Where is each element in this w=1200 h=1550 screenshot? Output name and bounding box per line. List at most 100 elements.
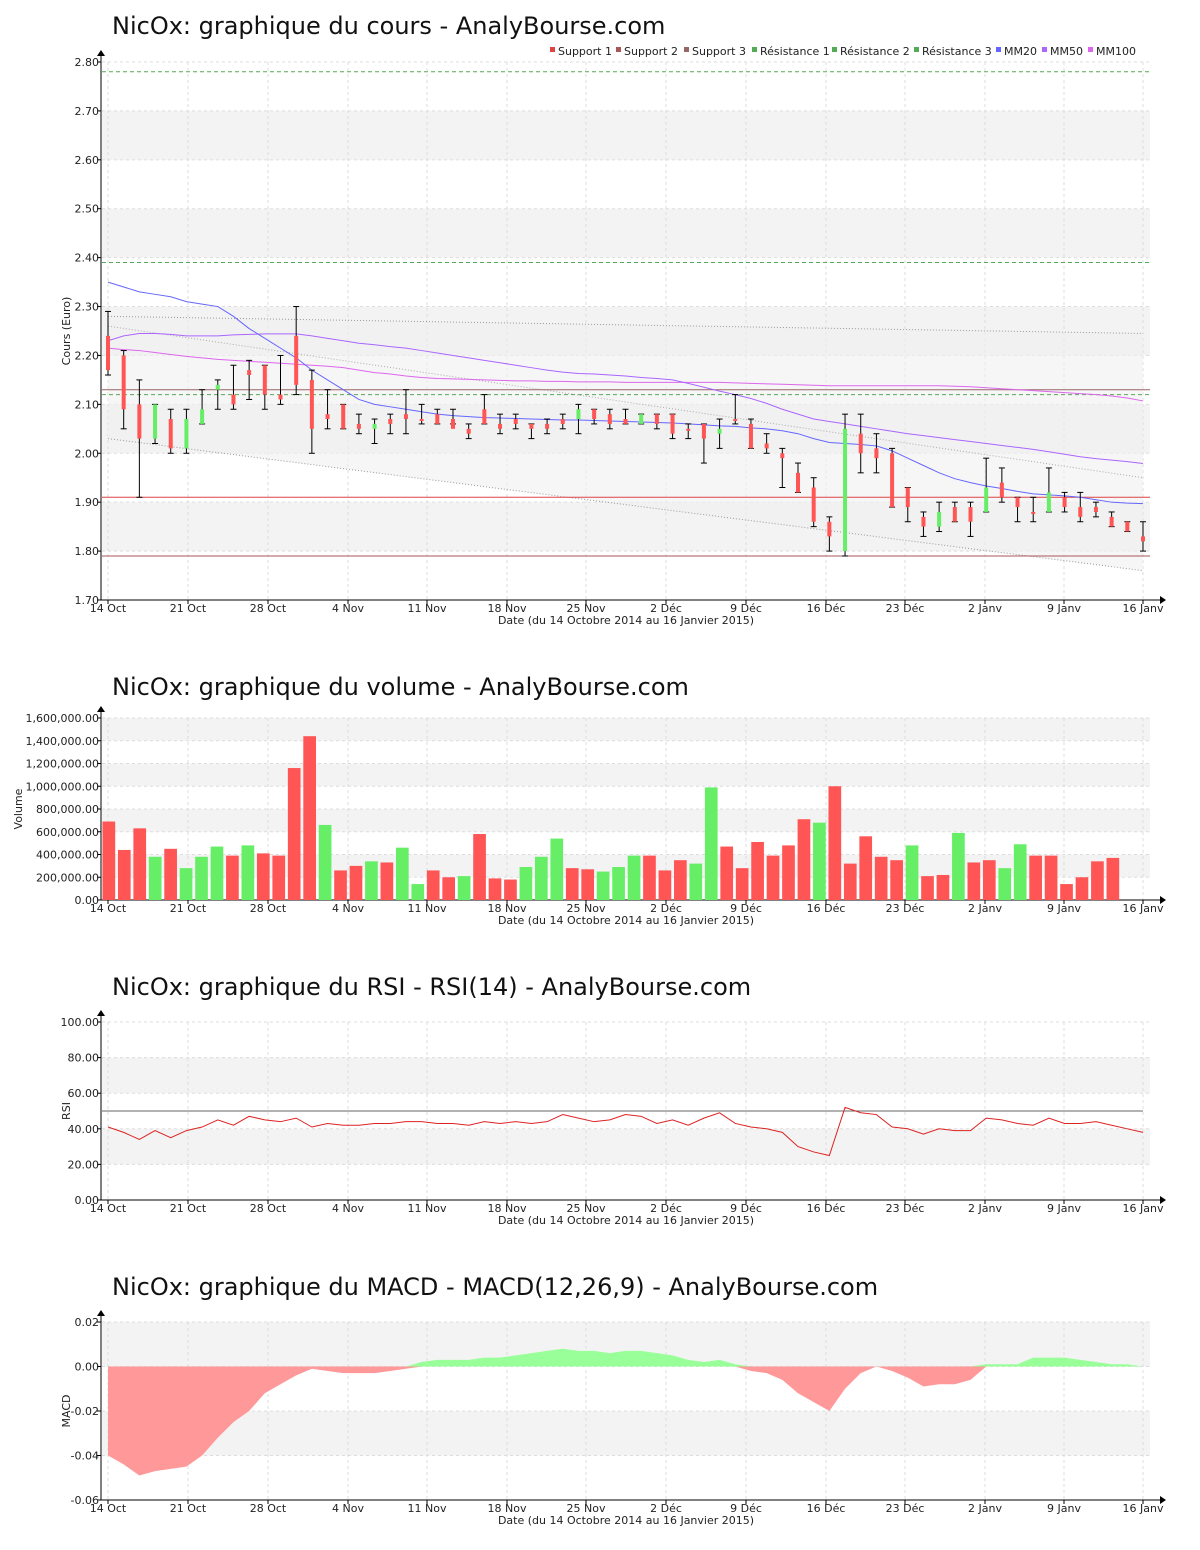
y-axis-arrow — [97, 1010, 105, 1016]
volume-bar — [550, 838, 564, 900]
y-tick-label: -0.02 — [71, 1405, 99, 1418]
candle-body — [231, 394, 236, 405]
candle-body — [999, 482, 1004, 498]
y-tick-label: 0.02 — [75, 1316, 100, 1329]
grid-band — [102, 208, 1150, 258]
y-tick-label: 2.80 — [75, 56, 100, 69]
x-tick-label: 18 Nov — [488, 1202, 527, 1215]
y-axis-title: Cours (Euro) — [60, 297, 73, 366]
volume-bar — [488, 878, 502, 900]
panel-rsi: NicOx: graphique du RSI - RSI(14) - Anal… — [60, 973, 1166, 1227]
x-axis-arrow — [1160, 596, 1166, 604]
x-tick-label: 28 Oct — [250, 902, 287, 915]
candle-body — [513, 419, 518, 424]
y-tick-label: 2.10 — [75, 398, 100, 411]
x-tick-label: 2 Janv — [968, 602, 1002, 615]
legend-label-mm20: MM20 — [1004, 45, 1037, 58]
x-tick-label: 18 Nov — [488, 902, 527, 915]
x-tick-label: 14 Oct — [90, 1202, 127, 1215]
x-tick-label: 11 Nov — [408, 1202, 447, 1215]
volume-bar — [272, 855, 286, 900]
legend-swatch-resistance2 — [832, 47, 837, 52]
grid-band — [102, 110, 1150, 160]
volume-bar — [226, 855, 239, 900]
volume-bar — [998, 868, 1012, 900]
y-tick-label: 0.00 — [75, 1361, 100, 1374]
volume-bar — [117, 849, 131, 900]
y-tick-label: 2.20 — [75, 349, 100, 362]
volume-bar — [735, 868, 749, 900]
volume-bar — [612, 867, 625, 900]
volume-bar — [720, 846, 734, 900]
trend-channel-fill — [108, 316, 1143, 571]
candle-body — [701, 423, 706, 439]
x-tick-label: 2 Déc — [650, 1502, 682, 1515]
x-tick-label: 16 Déc — [807, 1202, 846, 1215]
x-tick-label: 2 Janv — [968, 1502, 1002, 1515]
chart-title-cours: NicOx: graphique du cours - AnalyBourse.… — [112, 12, 665, 40]
y-tick-label: 0.00 — [75, 1194, 100, 1207]
x-tick-label: 2 Janv — [968, 902, 1002, 915]
x-tick-label: 4 Nov — [332, 902, 364, 915]
candle-body — [1078, 507, 1083, 517]
y-axis-arrow — [97, 706, 105, 712]
y-tick-label: 400,000.00 — [36, 849, 99, 862]
candle-body — [419, 419, 424, 422]
grid-band — [102, 763, 1150, 787]
y-tick-label: 600,000.00 — [36, 826, 99, 839]
x-tick-label: 14 Oct — [90, 1502, 127, 1515]
x-tick-label: 11 Nov — [408, 602, 447, 615]
candle-body — [952, 507, 957, 522]
y-tick-label: -0.04 — [71, 1450, 99, 1463]
y-tick-label: 1.70 — [75, 594, 100, 607]
y-tick-label: 0.00 — [75, 894, 100, 907]
candle-body — [545, 423, 550, 429]
x-tick-label: 14 Oct — [90, 602, 127, 615]
y-tick-label: 100.00 — [61, 1016, 100, 1029]
volume-bar — [859, 836, 873, 900]
x-tick-label: 23 Déc — [886, 902, 925, 915]
chart-title-macd: NicOx: graphique du MACD - MACD(12,26,9)… — [112, 1273, 878, 1301]
candle-body — [607, 414, 612, 424]
volume-bar — [797, 819, 811, 900]
legend-label-support3: Support 3 — [692, 45, 746, 58]
candle-body — [748, 423, 753, 449]
x-tick-label: 2 Déc — [650, 1202, 682, 1215]
candle-body — [576, 409, 581, 420]
volume-bar — [658, 870, 672, 900]
candle-body — [1109, 516, 1114, 527]
x-tick-label: 16 Janv — [1123, 1502, 1164, 1515]
candle-body — [560, 419, 565, 424]
candle-body — [827, 521, 832, 537]
panel-volume: NicOx: graphique du volume - AnalyBourse… — [12, 673, 1166, 927]
candle-body — [1015, 497, 1020, 508]
volume-bar — [179, 868, 193, 900]
volume-bar — [519, 867, 533, 900]
y-tick-label: 1,000,000.00 — [26, 780, 99, 793]
candle-body — [686, 428, 691, 431]
candle-body — [482, 409, 487, 424]
volume-bar — [164, 848, 177, 900]
volume-bar — [380, 862, 394, 900]
candle-body — [1093, 507, 1098, 512]
legend-label-mm50: MM50 — [1050, 45, 1083, 58]
volume-bar — [349, 865, 363, 900]
y-tick-label: 800,000.00 — [36, 803, 99, 816]
volume-bar — [102, 821, 116, 900]
volume-bar — [782, 845, 795, 900]
x-axis-arrow — [1160, 896, 1166, 904]
y-tick-label: 2.50 — [75, 203, 100, 216]
volume-bar — [813, 822, 826, 900]
legend-swatch-resistance1 — [752, 47, 757, 52]
x-tick-label: 9 Janv — [1047, 1202, 1081, 1215]
volume-bar — [1075, 877, 1089, 900]
candle-body — [937, 511, 942, 527]
candle-body — [168, 419, 173, 449]
volume-bar — [936, 874, 950, 900]
chart-title-rsi: NicOx: graphique du RSI - RSI(14) - Anal… — [112, 973, 751, 1001]
candle-body — [356, 423, 361, 429]
volume-bar — [843, 863, 857, 900]
volume-bar — [828, 786, 842, 900]
x-axis-arrow — [1160, 1196, 1166, 1204]
volume-bar — [766, 855, 780, 900]
